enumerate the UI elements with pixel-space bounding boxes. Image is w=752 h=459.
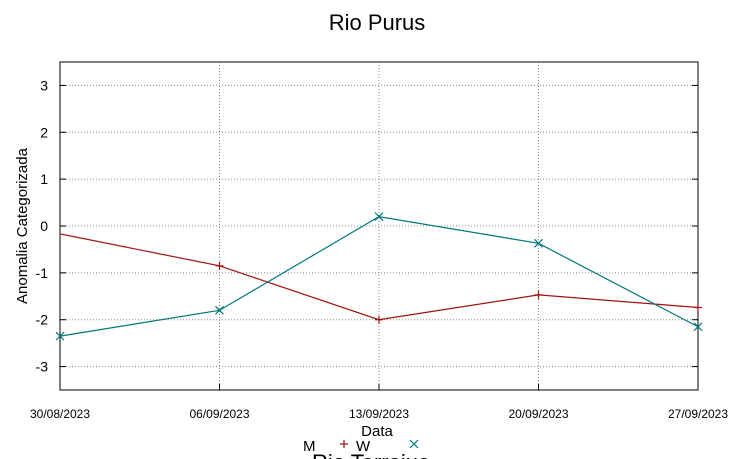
x-tick-label: 30/08/2023 — [30, 407, 90, 421]
chart-title: Rio Purus — [329, 10, 426, 35]
y-tick-label: 1 — [40, 171, 48, 187]
next-chart-title: Rio Tarrajua — [312, 450, 431, 459]
x-tick-label: 20/09/2023 — [508, 407, 568, 421]
data-point — [215, 305, 224, 315]
x-axis-label: Data — [361, 423, 393, 440]
legend-label: M — [303, 438, 316, 455]
y-tick-label: -3 — [36, 359, 49, 375]
legend-marker — [409, 439, 419, 449]
data-point — [534, 238, 543, 248]
y-tick-label: 0 — [40, 218, 48, 234]
data-point — [374, 212, 384, 222]
data-point — [55, 331, 65, 341]
series-group — [55, 212, 703, 341]
data-point — [693, 322, 703, 332]
legend-marker — [340, 440, 348, 448]
y-tick-label: 2 — [40, 124, 48, 140]
y-axis-label: Anomalia Categorizada — [14, 147, 31, 304]
y-tick-label: -2 — [36, 312, 49, 328]
x-tick-label: 06/09/2023 — [189, 407, 249, 421]
x-axis-ticks: 30/08/2023 06/09/2023 13/09/2023 20/09/2023… — [30, 384, 728, 421]
data-point — [215, 261, 224, 270]
x-tick-label: 27/09/2023 — [668, 407, 728, 421]
data-point — [534, 290, 543, 299]
grid-lines — [59, 62, 699, 390]
y-tick-label: 3 — [40, 77, 48, 93]
legend-label: W — [356, 438, 371, 455]
y-axis-ticks: 3 2 1 0 -1 -2 -3 — [36, 77, 698, 375]
series-m — [60, 233, 702, 324]
x-tick-label: 13/09/2023 — [349, 407, 409, 421]
data-point — [375, 315, 383, 324]
y-tick-label: -1 — [36, 265, 49, 281]
plot-area — [59, 61, 699, 391]
data-point — [694, 303, 702, 312]
series-w — [55, 212, 703, 341]
